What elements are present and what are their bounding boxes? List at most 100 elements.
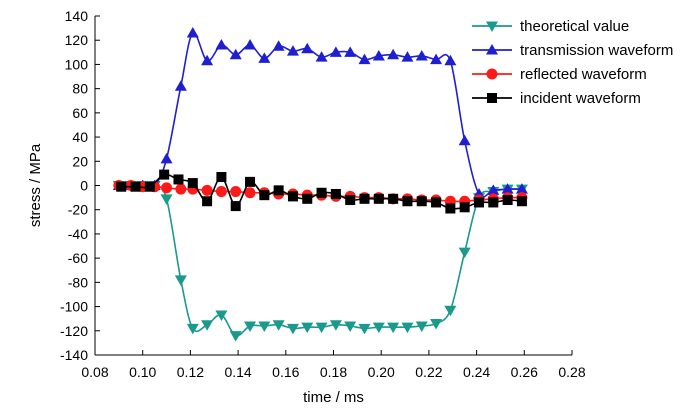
data-point <box>401 51 414 62</box>
x-tick-label: 0.20 <box>368 364 395 380</box>
data-point <box>458 134 471 146</box>
data-point <box>329 320 342 331</box>
legend-item: theoretical value <box>472 18 629 35</box>
data-point <box>215 186 227 198</box>
x-tick-label: 0.08 <box>81 364 108 380</box>
legend: theoretical value transmission waveform re… <box>472 18 673 107</box>
data-point <box>444 54 457 66</box>
data-point <box>315 322 328 334</box>
data-point <box>244 321 257 332</box>
legend-item: reflected waveform <box>472 66 647 83</box>
legend-marker <box>486 21 498 32</box>
data-point <box>488 197 499 208</box>
axis-layer: 140 120 100 80 60 40 20 0 -20 -40 -60 -80 -100 -120 -1… <box>60 8 586 380</box>
data-point <box>344 321 357 332</box>
data-point <box>516 196 527 207</box>
data-point <box>430 319 443 330</box>
y-tick-label: -80 <box>68 274 88 290</box>
data-point <box>215 39 228 50</box>
data-point <box>159 169 170 180</box>
data-point <box>315 51 328 62</box>
data-point <box>473 197 484 208</box>
data-point <box>286 323 299 335</box>
data-point <box>358 53 371 65</box>
x-tick-label: 0.10 <box>129 364 156 380</box>
data-point <box>161 182 173 194</box>
x-tick-label: 0.12 <box>177 364 204 380</box>
data-point <box>186 26 199 38</box>
data-point <box>160 152 173 164</box>
data-point <box>144 181 155 192</box>
y-tick-label: 80 <box>72 81 88 97</box>
data-point <box>430 53 443 65</box>
data-point <box>244 39 257 50</box>
data-point <box>401 322 414 334</box>
data-point <box>372 322 385 334</box>
data-point <box>415 49 428 61</box>
data-point <box>229 48 242 60</box>
data-point <box>387 48 400 60</box>
series-transmission-waveform <box>112 26 528 199</box>
x-tick-label: 0.26 <box>511 364 538 380</box>
data-point <box>245 176 256 187</box>
series-layer <box>112 26 528 342</box>
legend-item: transmission waveform <box>472 42 673 59</box>
data-point <box>502 195 513 206</box>
data-point <box>258 52 271 63</box>
legend-label: reflected waveform <box>520 66 647 83</box>
data-point <box>230 186 242 198</box>
data-point <box>344 46 357 57</box>
data-point <box>301 322 314 334</box>
data-point <box>316 187 327 198</box>
data-point <box>330 188 341 199</box>
data-point <box>160 194 173 205</box>
legend-marker <box>486 44 498 55</box>
data-point <box>201 54 214 66</box>
y-tick-label: 0 <box>80 178 88 194</box>
data-point <box>175 183 187 195</box>
data-point <box>372 49 385 61</box>
y-tick-label: 40 <box>72 129 88 145</box>
data-point <box>187 178 198 189</box>
data-point <box>286 45 299 56</box>
data-point <box>259 190 270 201</box>
x-tick-label: 0.14 <box>224 364 251 380</box>
y-tick-label: -100 <box>60 299 88 315</box>
data-point <box>287 191 298 202</box>
series-line <box>118 32 522 198</box>
data-point <box>329 46 342 57</box>
data-point <box>202 196 213 207</box>
data-point <box>373 193 384 204</box>
y-tick-label: 140 <box>65 8 89 24</box>
data-point <box>229 331 242 342</box>
data-point <box>272 40 285 51</box>
data-point <box>201 320 214 331</box>
data-point <box>173 174 184 185</box>
data-point <box>302 193 313 204</box>
data-point <box>215 310 228 322</box>
data-point <box>272 320 285 331</box>
data-point <box>174 80 187 91</box>
data-point <box>258 321 271 332</box>
legend-marker <box>486 68 498 80</box>
legend-item: incident waveform <box>472 90 641 107</box>
legend-label: incident waveform <box>520 90 641 107</box>
x-tick-label: 0.22 <box>415 364 442 380</box>
data-point <box>174 275 187 286</box>
data-point <box>216 172 227 183</box>
data-point <box>301 42 314 54</box>
data-point <box>444 305 457 317</box>
x-tick-label: 0.28 <box>558 364 585 380</box>
y-tick-label: -40 <box>68 226 88 242</box>
data-point <box>273 185 284 196</box>
data-point <box>459 202 470 213</box>
legend-marker <box>487 93 497 103</box>
data-point <box>431 197 442 208</box>
data-point <box>445 203 456 214</box>
x-axis-title: time / ms <box>303 389 364 406</box>
y-tick-label: 20 <box>72 153 88 169</box>
y-tick-label: -60 <box>68 250 88 266</box>
y-tick-label: 120 <box>65 32 89 48</box>
data-point <box>345 195 356 206</box>
